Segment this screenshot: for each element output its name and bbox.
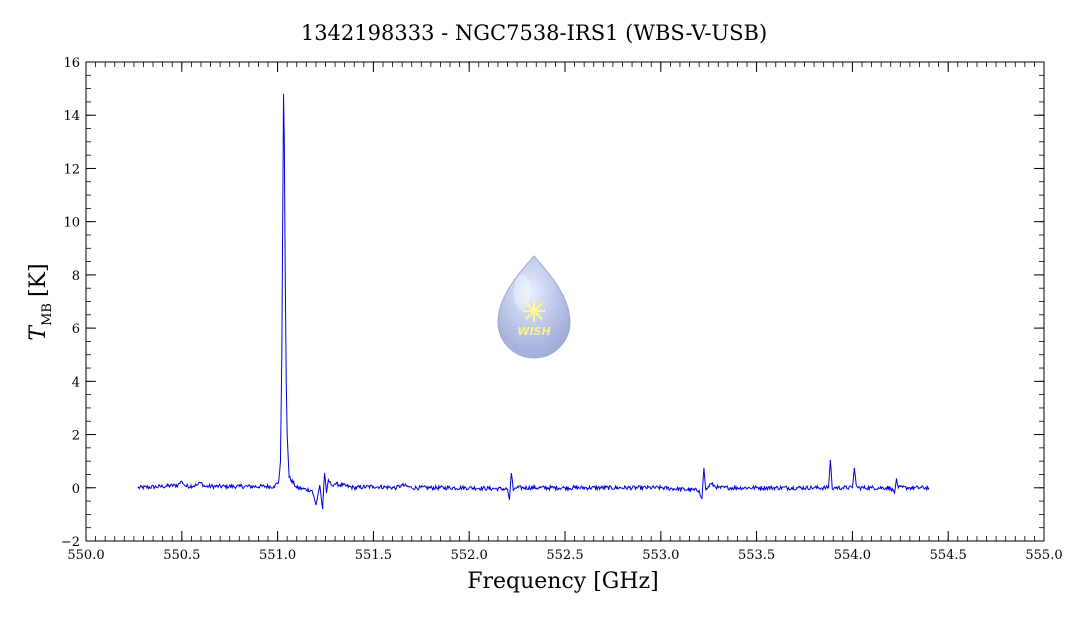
y-tick-label: 12 [63, 162, 80, 177]
chart-title: 1342198333 - NGC7538-IRS1 (WBS-V-USB) [301, 21, 767, 45]
spectrum-line [137, 93, 930, 510]
y-tick-labels: −2 0 2 4 6 8 10 12 14 16 [61, 56, 80, 550]
y-axis-unit: [K] [26, 263, 51, 297]
drop-highlight [514, 274, 530, 310]
y-tick-label: 0 [72, 482, 80, 497]
x-tick-label: 550.5 [163, 548, 200, 563]
x-tick-label: 554.0 [834, 548, 871, 563]
x-tick-label: 554.5 [930, 548, 967, 563]
x-tick-label: 551.0 [259, 548, 296, 563]
y-tick-label: 10 [63, 216, 80, 231]
x-axis-title: Frequency [GHz] [467, 569, 659, 594]
axis-ticks [85, 61, 1045, 542]
y-tick-label: 4 [72, 375, 80, 390]
y-axis-title: TMB [K] [26, 263, 55, 340]
x-tick-label: 552.0 [451, 548, 488, 563]
wish-logo: WISH [497, 255, 571, 359]
y-tick-label: 14 [63, 109, 80, 124]
x-tick-labels: 550.0 550.5 551.0 551.5 552.0 552.5 553.0 553.5… [67, 548, 1062, 563]
y-tick-label: 6 [72, 322, 80, 337]
logo-text: WISH [517, 325, 550, 338]
x-tick-label: 553.5 [738, 548, 775, 563]
y-tick-label: −2 [61, 535, 80, 550]
x-tick-label: 550.0 [67, 548, 104, 563]
x-tick-label: 555.0 [1025, 548, 1062, 563]
spectrum-series [137, 93, 930, 510]
y-tick-label: 2 [72, 429, 80, 444]
y-axis-subscript: MB [40, 303, 55, 326]
y-axis-symbol: T [26, 324, 51, 341]
x-tick-label: 552.5 [546, 548, 583, 563]
star-icon [523, 300, 545, 322]
x-tick-label: 553.0 [642, 548, 679, 563]
x-tick-label: 551.5 [355, 548, 392, 563]
y-tick-label: 8 [72, 269, 80, 284]
y-tick-label: 16 [63, 56, 80, 71]
